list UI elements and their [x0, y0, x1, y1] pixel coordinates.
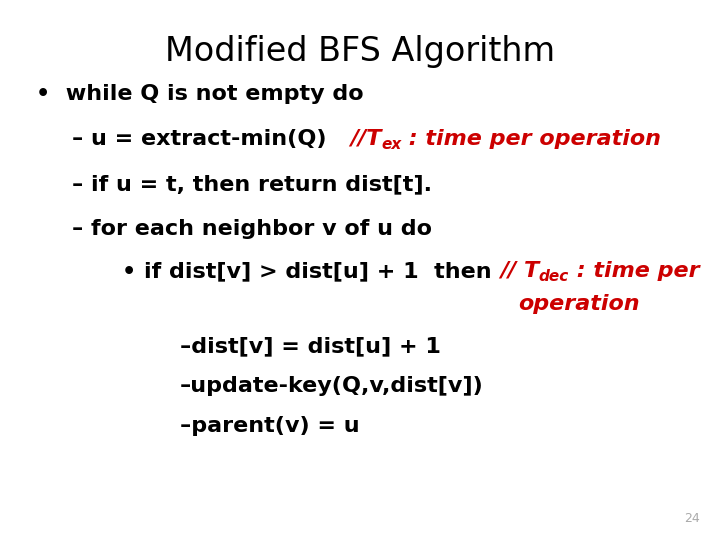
Text: –update-key(Q,v,dist[v]): –update-key(Q,v,dist[v])	[180, 376, 484, 396]
Text: –dist[v] = dist[u] + 1: –dist[v] = dist[u] + 1	[180, 336, 441, 356]
Text: // T: // T	[500, 261, 539, 281]
Text: • if dist[v] > dist[u] + 1  then: • if dist[v] > dist[u] + 1 then	[122, 261, 500, 281]
Text: Modified BFS Algorithm: Modified BFS Algorithm	[165, 35, 555, 68]
Text: •  while Q is not empty do: • while Q is not empty do	[36, 84, 364, 104]
Text: : time per: : time per	[569, 261, 700, 281]
Text: //T: //T	[350, 129, 381, 149]
Text: 24: 24	[684, 512, 700, 525]
Text: – if u = t, then return dist[t].: – if u = t, then return dist[t].	[72, 174, 432, 194]
Text: –parent(v) = u: –parent(v) = u	[180, 416, 359, 436]
Text: operation: operation	[518, 294, 640, 314]
Text: – u = extract-min(Q): – u = extract-min(Q)	[72, 129, 350, 149]
Text: : time per operation: : time per operation	[401, 129, 662, 149]
Text: ex: ex	[381, 137, 401, 152]
Text: – for each neighbor v of u do: – for each neighbor v of u do	[72, 219, 432, 239]
Text: dec: dec	[539, 269, 569, 284]
